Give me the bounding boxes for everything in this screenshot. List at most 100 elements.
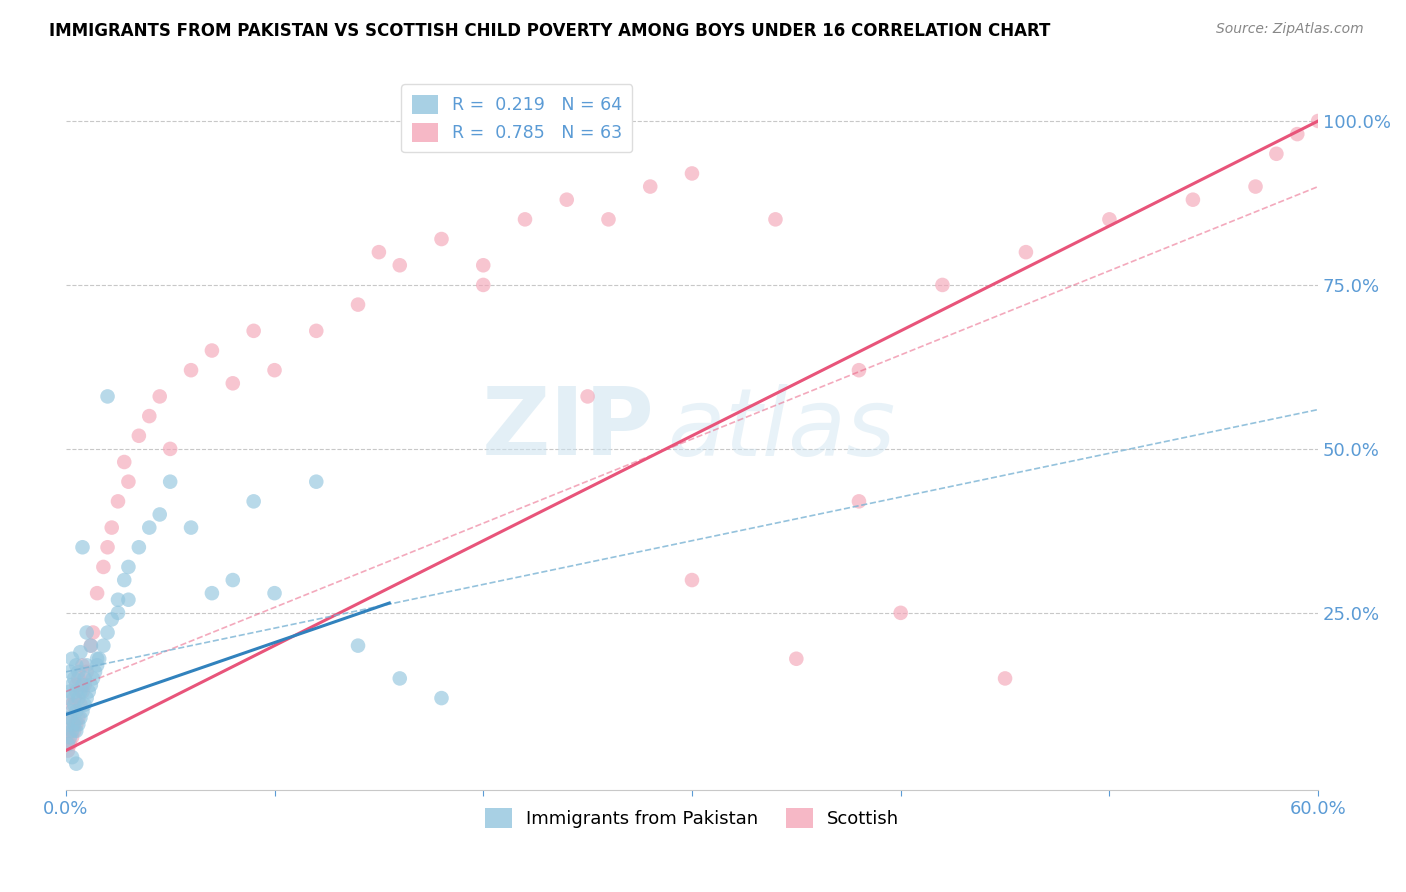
Point (69, 698, 91, 712)
Point (86, 658, 108, 673)
Point (242, 494, 264, 508)
Point (159, 442, 181, 456)
Point (73, 678, 96, 692)
Point (59, 684, 82, 698)
Point (347, 639, 370, 653)
Text: ZIP: ZIP (481, 384, 654, 475)
Point (1308, 114, 1330, 128)
Point (180, 363, 202, 377)
Point (76, 665, 98, 679)
Point (1244, 179, 1267, 194)
Point (60, 750, 83, 764)
Point (84, 665, 107, 679)
Point (848, 494, 870, 508)
Point (1098, 212, 1121, 227)
Point (128, 541, 150, 555)
Point (86, 652, 108, 666)
Point (77, 684, 100, 698)
Point (67, 711, 90, 725)
Point (201, 343, 224, 358)
Point (100, 520, 122, 534)
Point (67, 665, 90, 679)
Point (96, 625, 118, 640)
Point (107, 494, 129, 508)
Point (576, 389, 599, 403)
Point (69, 645, 91, 659)
Point (117, 592, 139, 607)
Point (138, 520, 160, 534)
Point (367, 245, 389, 260)
Point (65, 717, 87, 731)
Point (72, 541, 94, 555)
Point (63, 717, 86, 731)
Point (107, 592, 129, 607)
Point (638, 179, 661, 194)
Point (69, 711, 91, 725)
Point (388, 672, 411, 686)
Point (555, 193, 578, 207)
Point (60, 723, 83, 738)
Point (128, 429, 150, 443)
Text: IMMIGRANTS FROM PAKISTAN VS SCOTTISH CHILD POVERTY AMONG BOYS UNDER 16 CORRELATI: IMMIGRANTS FROM PAKISTAN VS SCOTTISH CHI… (49, 22, 1050, 40)
Point (63, 723, 86, 738)
Point (242, 324, 264, 338)
Point (305, 324, 328, 338)
Point (76, 658, 98, 673)
Point (96, 389, 118, 403)
Point (73, 672, 96, 686)
Point (430, 232, 453, 246)
Point (201, 586, 224, 600)
Point (994, 672, 1017, 686)
Point (65, 756, 87, 771)
Point (72, 704, 94, 718)
Point (1286, 127, 1309, 141)
Point (65, 678, 87, 692)
Point (472, 277, 495, 292)
Legend: Immigrants from Pakistan, Scottish: Immigrants from Pakistan, Scottish (478, 801, 907, 835)
Text: atlas: atlas (666, 384, 896, 475)
Point (681, 166, 703, 180)
Point (222, 376, 245, 391)
Point (56, 737, 79, 751)
Point (149, 389, 172, 403)
Point (117, 475, 139, 489)
Point (82, 625, 104, 640)
Point (60, 678, 83, 692)
Point (681, 573, 703, 587)
Point (65, 658, 87, 673)
Point (59, 711, 82, 725)
Point (117, 560, 139, 574)
Point (96, 541, 118, 555)
Point (93, 560, 115, 574)
Point (80, 678, 103, 692)
Point (65, 704, 87, 718)
Point (1265, 146, 1288, 161)
Point (100, 612, 122, 626)
Point (56, 691, 79, 706)
Point (67, 717, 90, 731)
Point (848, 363, 870, 377)
Point (63, 691, 86, 706)
Point (60, 652, 83, 666)
Point (93, 639, 115, 653)
Point (180, 520, 202, 534)
Point (60, 704, 83, 718)
Point (765, 212, 787, 227)
Point (430, 691, 453, 706)
Point (263, 363, 285, 377)
Point (65, 723, 87, 738)
Point (80, 639, 103, 653)
Point (86, 586, 108, 600)
Point (72, 678, 94, 692)
Point (73, 698, 96, 712)
Point (82, 672, 104, 686)
Point (72, 684, 94, 698)
Point (59, 737, 82, 751)
Point (1015, 245, 1038, 260)
Point (60, 731, 83, 745)
Point (63, 698, 86, 712)
Point (222, 573, 245, 587)
Point (76, 625, 98, 640)
Point (598, 212, 620, 227)
Point (60, 698, 83, 712)
